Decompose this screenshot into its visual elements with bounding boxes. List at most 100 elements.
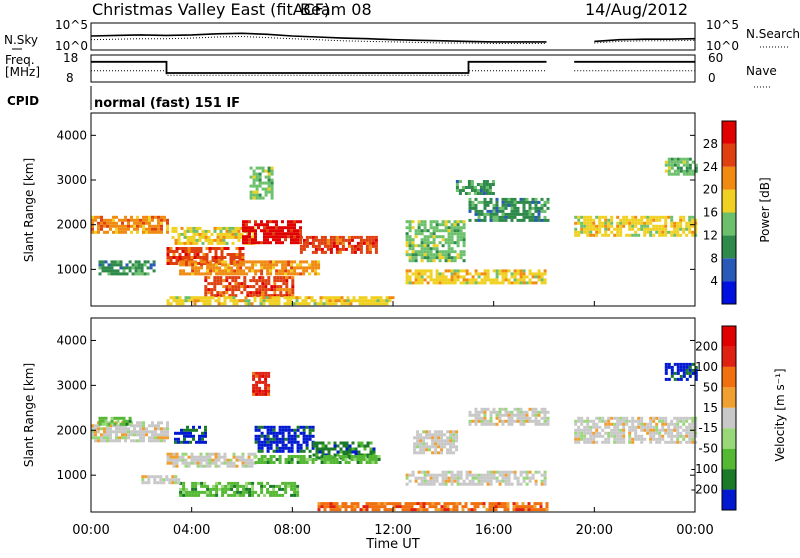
heatmap-cell [289,296,293,300]
heatmap-cell [310,296,314,300]
heatmap-cell [264,291,268,295]
heatmap-cell [160,421,163,425]
heatmap-cell [431,445,435,449]
heatmap-cell [223,296,227,300]
heatmap-cell [441,253,445,257]
heatmap-cell [247,452,251,456]
heatmap-cell [252,377,256,381]
heatmap-cell [679,425,683,429]
heatmap-cell [676,416,680,420]
heatmap-cell [356,241,360,245]
heatmap-cell [676,428,680,432]
heatmap-cell [335,238,339,242]
heatmap-cell [410,505,414,509]
heatmap-cell [273,276,277,280]
heatmap-cell [673,362,677,366]
heatmap-cell [679,434,683,438]
heatmap-cell [498,482,502,486]
heatmap-cell [613,434,617,438]
heatmap-cell [422,508,426,512]
heatmap-cell [540,422,544,426]
heatmap-cell [148,424,151,428]
heatmap-cell [507,482,511,486]
heatmap-cell [345,447,349,451]
heatmap-cell [278,272,282,276]
heatmap-cell [545,502,549,506]
heatmap-cell [420,250,424,254]
heatmap-cell [444,220,448,224]
heatmap-cell [257,443,261,447]
heatmap-cell [483,212,487,216]
heatmap-cell [196,253,200,256]
heatmap-cell [420,275,424,279]
heatmap-cell [413,451,417,455]
heatmap-cell [414,229,418,233]
heatmap-cell [227,493,231,497]
heatmap-cell [225,226,229,230]
heatmap-cell [225,229,229,233]
heatmap-cell [528,479,532,483]
heatmap-cell [331,302,335,306]
heatmap-cell [283,296,287,300]
heatmap-cell [370,299,374,303]
heatmap-cell [197,481,201,485]
heatmap-cell [586,227,590,231]
heatmap-cell [91,230,94,234]
heatmap-cell [125,272,129,276]
heatmap-cell [115,427,118,431]
heatmap-cell [264,389,268,393]
heatmap-cell [586,419,590,423]
heatmap-cell [263,455,267,458]
heatmap-cell [482,505,486,509]
heatmap-cell [619,227,623,231]
heatmap-cell [279,276,283,280]
heatmap-cell [664,221,668,225]
heatmap-cell [98,272,102,276]
heatmap-cell [270,181,274,185]
heatmap-cell [254,269,258,273]
heatmap-cell [311,238,315,242]
heatmap-cell [215,272,219,276]
heatmap-cell [426,238,430,242]
heatmap-cell [477,200,481,204]
heatmap-cell [207,229,211,233]
heatmap-cell [293,220,296,224]
heatmap-cell [486,422,490,426]
heatmap-cell [589,221,593,225]
heatmap-cell [140,269,144,273]
heatmap-cell [417,229,421,233]
cpid-label: CPID [7,94,39,108]
heatmap-cell [334,296,338,300]
heatmap-cell [275,458,279,461]
heatmap-cell [272,484,276,488]
heatmap-cell [658,416,662,420]
heatmap-cell [501,269,505,273]
heatmap-cell [264,169,268,173]
heatmap-cell [504,218,508,222]
heatmap-cell [655,422,659,426]
heatmap-cell [679,440,683,444]
heatmap-cell [449,508,453,512]
heatmap-cell [217,296,221,300]
heatmap-cell [269,235,272,239]
heatmap-cell [238,247,242,250]
heatmap-cell [679,215,683,219]
heatmap-cell [260,229,263,233]
heatmap-cell [316,302,320,306]
heatmap-cell [679,377,683,381]
heatmap-cell [444,238,448,242]
heatmap-cell [462,244,466,248]
heatmap-cell [420,281,424,285]
colorbar-segment [722,121,736,144]
heatmap-cell [269,260,273,264]
heatmap-cell [311,235,315,239]
heatmap-cell [169,461,173,465]
heatmap-cell [365,502,369,506]
heatmap-cell [232,253,236,256]
velocity-ylabel: Slant Range [km] [22,363,36,467]
heatmap-cell [685,431,689,435]
heatmap-cell [598,221,602,225]
heatmap-cell [432,473,436,477]
heatmap-cell [440,442,444,446]
heatmap-cell [290,428,294,432]
